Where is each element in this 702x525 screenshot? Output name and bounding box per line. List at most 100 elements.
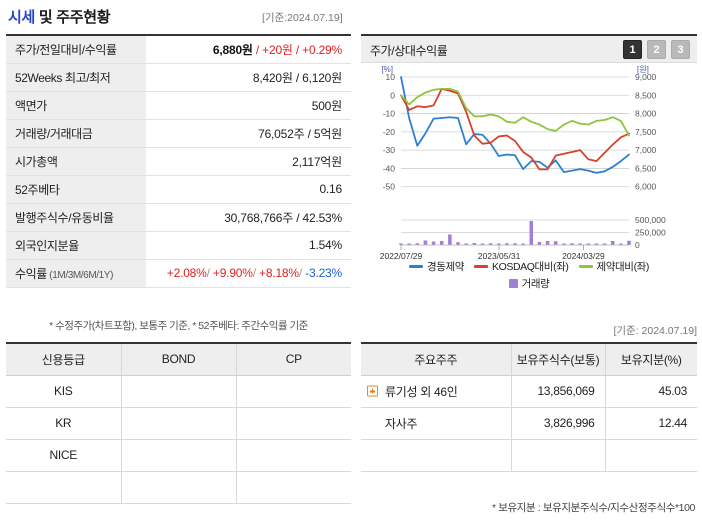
credit-bond-kr — [120, 407, 236, 440]
credit-bond-kis — [120, 375, 236, 408]
table-row: 외국인지분율 1.54% — [6, 231, 351, 260]
return-3m: +9.90% — [212, 266, 253, 280]
legend-row-lines: 경동제약 KOSDAQ대비(좌) 제약대비(좌) — [361, 259, 697, 274]
quote-label-marketcap: 시가총액 — [6, 147, 146, 176]
page-title: 시세 및 주주현황 — [8, 6, 111, 27]
table-row: 시가총액 2,117억원 — [6, 147, 351, 176]
quote-label-foreign: 외국인지분율 — [6, 231, 146, 260]
quote-label-beta: 52주베타 — [6, 175, 146, 204]
quote-value-returns: +2.08%/ +9.90%/ +8.18%/ -3.23% — [146, 259, 351, 288]
legend-item-kosdaq: KOSDAQ대비(좌) — [474, 259, 569, 274]
svg-text:-50: -50 — [383, 182, 396, 192]
svg-text:[%]: [%] — [381, 65, 393, 74]
return-6m: +8.18% — [259, 266, 299, 280]
table-row: KIS — [6, 375, 351, 408]
holder-ratio-2: 12.44 — [604, 407, 697, 440]
holder-name-2-label: 자사주 — [385, 416, 418, 431]
legend-label-stock: 경동제약 — [426, 261, 465, 273]
table-row-empty — [361, 439, 697, 472]
legend-line-icon — [408, 265, 423, 268]
holder-name-1[interactable]: 류기성 외 46인 — [361, 375, 511, 408]
svg-text:-20: -20 — [383, 127, 396, 137]
quote-table: 주가/전일대비/수익률 6,880원 / +20원 / +0.29% 52Wee… — [6, 34, 351, 288]
return-sep-1: / — [206, 266, 213, 280]
credit-empty-3 — [235, 471, 351, 504]
table-row: 류기성 외 46인 13,856,069 45.03 — [361, 375, 697, 408]
holder-empty-2 — [510, 439, 605, 472]
credit-agency-kis: KIS — [6, 375, 121, 408]
chart-title: 주가/상대수익률 — [370, 44, 448, 58]
svg-text:9,000: 9,000 — [635, 72, 657, 82]
svg-text:10: 10 — [386, 72, 396, 82]
major-shareholder-table: 주요주주 보유주식수(보통) 보유지분(%) 류기성 외 46인 13,856,… — [361, 342, 697, 472]
table-row: 거래량/거래대금 76,052주 / 5억원 — [6, 119, 351, 148]
quote-label-volume: 거래량/거래대금 — [6, 119, 146, 148]
page-title-rest: 및 주주현황 — [35, 9, 111, 26]
holder-name-1-label: 류기성 외 46인 — [385, 384, 458, 399]
svg-text:250,000: 250,000 — [635, 228, 666, 238]
returns-label-sub: (1M/3M/6M/1Y) — [46, 269, 114, 281]
credit-cp-kr — [235, 407, 351, 440]
table-row: KR — [6, 407, 351, 440]
expand-plus-icon[interactable] — [367, 385, 378, 397]
legend-item-volume: 거래량 — [508, 276, 550, 291]
quote-value-marketcap: 2,117억원 — [146, 147, 351, 176]
chart-legend: 경동제약 KOSDAQ대비(좌) 제약대비(좌) 거래량 — [361, 259, 697, 291]
credit-rating-table: 신용등급 BOND CP KIS KR NICE — [6, 342, 351, 504]
credit-agency-kr: KR — [6, 407, 121, 440]
price-main: 6,880원 — [212, 42, 253, 57]
svg-text:2024/03/29: 2024/03/29 — [562, 251, 605, 261]
quote-value-52w: 8,420원 / 6,120원 — [146, 63, 351, 92]
table-row: 수익률 (1M/3M/6M/1Y) +2.08%/ +9.90%/ +8.18%… — [6, 259, 351, 288]
table-row-empty — [6, 471, 351, 504]
quote-footnote: * 수정주가(차트포함), 보통주 기준, * 52주베타: 주간수익률 기준 — [49, 320, 308, 332]
chart-tab-2[interactable]: 2 — [647, 40, 666, 59]
quote-panel: 주가/전일대비/수익률 6,880원 / +20원 / +0.29% 52Wee… — [6, 34, 351, 288]
returns-label: 수익률 — [15, 266, 47, 281]
quote-label-parvalue: 액면가 — [6, 91, 146, 120]
svg-text:6,500: 6,500 — [635, 163, 657, 173]
credit-agency-nice: NICE — [6, 439, 121, 472]
legend-label-pharma: 제약대비(좌) — [596, 261, 650, 273]
legend-line-icon — [578, 265, 593, 268]
chart-tab-1[interactable]: 1 — [623, 40, 642, 59]
legend-label-kosdaq: KOSDAQ대비(좌) — [492, 261, 569, 273]
credit-rating-panel: 신용등급 BOND CP KIS KR NICE — [6, 342, 351, 504]
svg-text:-40: -40 — [383, 163, 396, 173]
credit-header-bond: BOND — [120, 342, 236, 376]
table-row: NICE — [6, 439, 351, 472]
quote-value-foreign: 1.54% — [146, 231, 351, 260]
holder-header-name: 주요주주 — [361, 342, 511, 376]
holder-header-ratio: 보유지분(%) — [604, 342, 697, 376]
return-sep-3: / — [298, 266, 306, 280]
holder-empty-3 — [604, 439, 697, 472]
legend-item-pharma: 제약대비(좌) — [578, 259, 650, 274]
holder-shares-2: 3,826,996 — [510, 407, 605, 440]
chart-header: 주가/상대수익률 1 2 3 — [361, 36, 697, 63]
svg-text:6,000: 6,000 — [635, 182, 657, 192]
holder-empty-1 — [361, 439, 511, 472]
legend-line-icon — [474, 265, 489, 268]
table-row: 주가/전일대비/수익률 6,880원 / +20원 / +0.29% — [6, 34, 351, 64]
price-relative-return-chart: [%] [원] 10 0 -10 -20 -30 -40 -50 9,000 8,500 8,000 7… — [380, 65, 666, 261]
credit-header-agency: 신용등급 — [6, 342, 121, 376]
price-change: / +20원 / +0.29% — [252, 42, 342, 57]
svg-text:8,000: 8,000 — [635, 109, 657, 119]
quote-label-returns: 수익률 (1M/3M/6M/1Y) — [6, 259, 146, 288]
table-row: 자사주 3,826,996 12.44 — [361, 407, 697, 440]
credit-cp-kis — [235, 375, 351, 408]
chart-panel: 주가/상대수익률 1 2 3 [%] [원] 10 0 -10 -20 -30 -40 -50 9… — [361, 34, 697, 305]
svg-text:7,500: 7,500 — [635, 127, 657, 137]
credit-cp-nice — [235, 439, 351, 472]
page-title-highlight: 시세 — [8, 9, 36, 26]
holder-footnote: * 보유지분 : 보유지분주식수/지수산정주식수*100 — [492, 502, 695, 514]
svg-text:2022/07/29: 2022/07/29 — [380, 251, 423, 261]
chart-tab-group: 1 2 3 — [623, 40, 690, 59]
legend-label-volume: 거래량 — [521, 278, 550, 290]
quote-value-parvalue: 500원 — [146, 91, 351, 120]
chart-tab-3[interactable]: 3 — [671, 40, 690, 59]
chart-body: [%] [원] 10 0 -10 -20 -30 -40 -50 9,000 8,500 8,000 7… — [361, 63, 697, 305]
holder-name-2: 자사주 — [361, 407, 511, 440]
svg-text:-30: -30 — [383, 145, 396, 155]
